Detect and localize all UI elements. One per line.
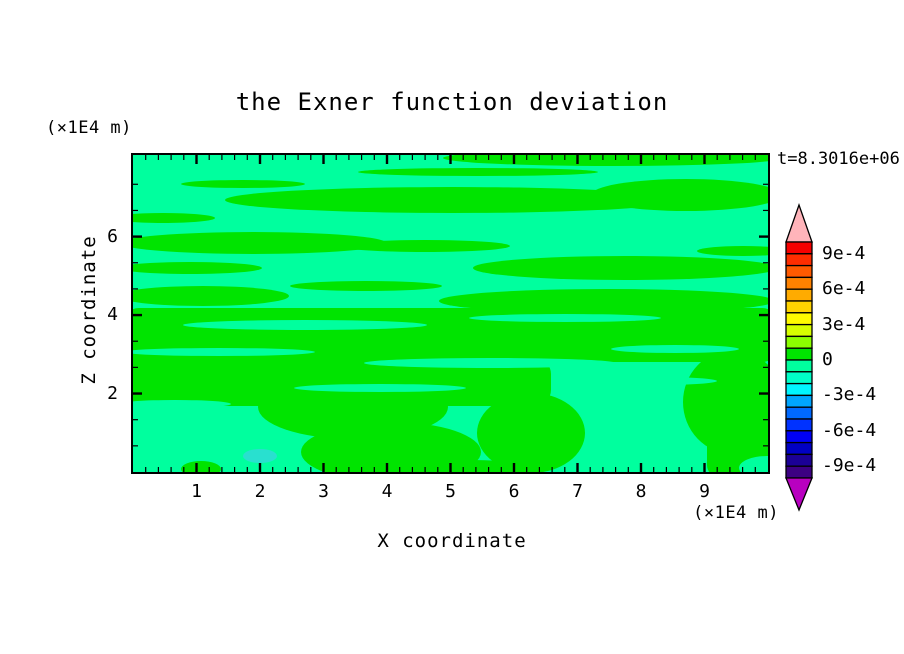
colorbar-cell xyxy=(785,441,813,456)
contour-region xyxy=(364,358,616,368)
colorbar-bottom-arrow xyxy=(785,477,813,512)
colorbar-cell xyxy=(785,288,813,302)
contour-region xyxy=(133,348,315,356)
contour-region xyxy=(243,449,277,463)
colorbar xyxy=(785,203,813,512)
contour-region xyxy=(301,422,481,472)
time-stamp-label: t=8.3016e+06 xyxy=(777,149,900,169)
x-tick-label: 8 xyxy=(635,481,647,502)
colorbar-cell xyxy=(785,253,813,267)
contour-region xyxy=(697,246,768,256)
contour-region xyxy=(439,289,768,313)
colorbar-top-arrow xyxy=(785,203,813,243)
colorbar-cell xyxy=(785,394,813,408)
contour-region xyxy=(133,400,231,408)
colorbar-cell xyxy=(785,335,813,349)
y-tick-label: 6 xyxy=(107,225,118,247)
contour-region xyxy=(181,180,305,188)
contour-region xyxy=(443,155,768,166)
contour-region xyxy=(477,393,585,472)
x-tick-label: 4 xyxy=(381,481,393,502)
contour-region xyxy=(473,256,768,280)
x-tick-label: 7 xyxy=(572,481,583,502)
y-axis-unit-label: (×1E4 m) xyxy=(46,118,132,138)
colorbar-cell xyxy=(785,347,813,361)
colorbar-cell xyxy=(785,300,813,314)
contour-region xyxy=(133,286,289,306)
colorbar-cell xyxy=(785,418,813,432)
contour-region xyxy=(739,456,768,472)
colorbar-cell xyxy=(785,241,813,255)
x-axis-unit-label: (×1E4 m) xyxy=(693,503,779,523)
colorbar-cell xyxy=(785,453,813,467)
x-tick-label: 5 xyxy=(445,481,456,502)
colorbar-tick-label: 0 xyxy=(822,349,833,370)
axis-ticks xyxy=(133,155,768,472)
contour-region xyxy=(591,179,768,211)
x-tick-label: 2 xyxy=(254,481,266,502)
colorbar-cell xyxy=(785,430,813,444)
y-axis-title: Z coordinate xyxy=(78,235,100,385)
x-tick-label: 3 xyxy=(318,481,329,502)
colorbar-tick-label: 6e-4 xyxy=(822,278,866,300)
x-tick-label: 9 xyxy=(699,481,710,502)
colorbar-cell xyxy=(785,406,813,420)
y-tick-label: 2 xyxy=(107,382,118,404)
x-tick-label: 6 xyxy=(508,481,520,502)
colorbar-cell xyxy=(785,323,813,338)
plot-area xyxy=(131,153,770,474)
contour-region xyxy=(133,213,215,223)
contour-region xyxy=(133,232,386,254)
colorbar-cell xyxy=(785,465,813,479)
colorbar-cell xyxy=(785,264,813,279)
x-tick-label: 1 xyxy=(191,481,202,502)
contour-region xyxy=(294,384,466,392)
plot-title: the Exner function deviation xyxy=(235,88,669,116)
contour-field xyxy=(133,155,768,472)
contour-region xyxy=(593,377,717,385)
y-tick-label: 4 xyxy=(107,304,118,326)
colorbar-cell xyxy=(785,359,813,373)
contour-region xyxy=(413,460,533,472)
contour-region xyxy=(181,461,221,472)
colorbar-tick-label: -9e-4 xyxy=(822,455,877,477)
contour-region xyxy=(340,240,510,252)
colorbar-tick-label: -6e-4 xyxy=(822,419,877,441)
contour-region xyxy=(611,345,739,353)
colorbar-tick-label: 3e-4 xyxy=(822,313,866,335)
contour-region xyxy=(133,262,262,274)
colorbar-tick-label: -3e-4 xyxy=(822,384,877,406)
contour-region xyxy=(290,281,442,291)
x-axis-title: X coordinate xyxy=(377,530,527,552)
colorbar-tick-label: 9e-4 xyxy=(822,242,866,264)
colorbar-cell xyxy=(785,276,813,290)
contour-region xyxy=(683,350,768,454)
colorbar-cell xyxy=(785,312,813,326)
colorbar-cell xyxy=(785,382,813,397)
contour-region xyxy=(225,187,681,213)
colorbar-cell xyxy=(785,371,813,385)
contour-region xyxy=(358,168,598,176)
contour-region xyxy=(469,314,661,322)
contour-region xyxy=(183,320,427,330)
